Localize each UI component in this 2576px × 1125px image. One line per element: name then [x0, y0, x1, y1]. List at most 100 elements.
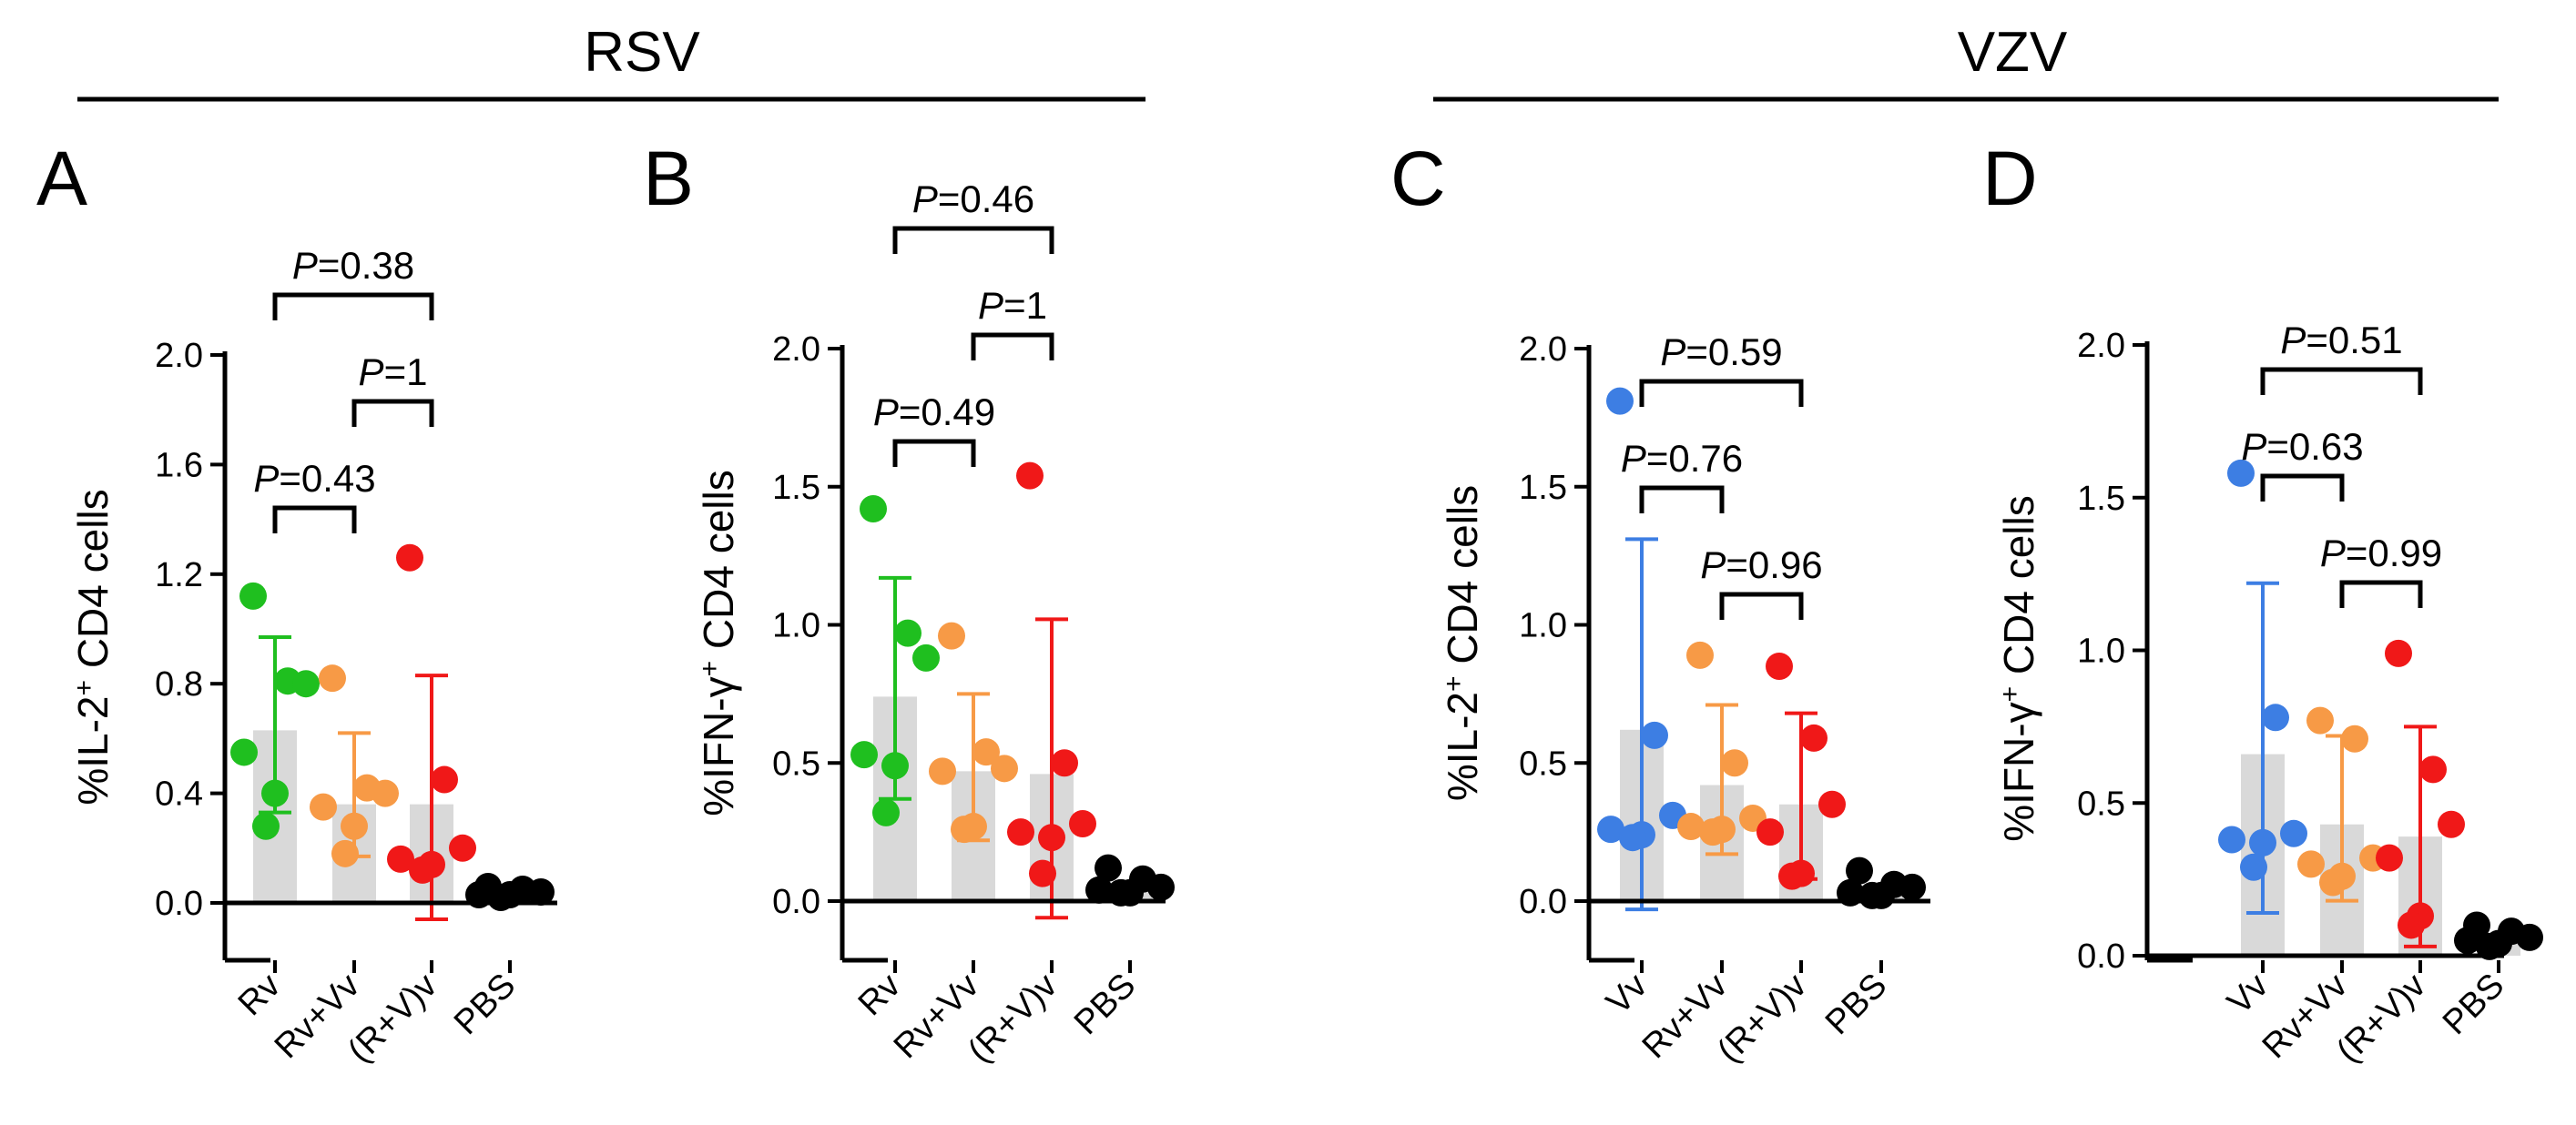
y-tick-label: 0.0	[2077, 938, 2125, 976]
y-tick-label: 0.5	[2077, 785, 2125, 823]
data-point	[1721, 749, 1748, 777]
x-category-label: (R+V)v	[2329, 967, 2433, 1070]
significance-bracket	[351, 399, 434, 427]
p-value-label: P=1	[359, 350, 428, 393]
significance-bracket	[1639, 485, 1725, 513]
y-axis-label: %IL-2+ CD4 cells	[69, 489, 117, 805]
y-axis-label: %IFN-γ+ CD4 cells	[1995, 495, 2043, 841]
data-point	[2306, 706, 2334, 735]
significance-bracket	[1719, 592, 1804, 620]
x-category-label: PBS	[1067, 967, 1143, 1042]
data-point	[1069, 810, 1096, 838]
panel-letter: C	[1390, 136, 1446, 221]
data-point	[2262, 704, 2289, 732]
data-point	[1029, 859, 1056, 887]
significance-bracket	[2260, 473, 2345, 502]
data-point	[2398, 911, 2425, 939]
data-point	[1007, 818, 1034, 846]
data-point	[1016, 461, 1044, 490]
data-point	[1858, 881, 1886, 909]
data-point	[1899, 873, 1926, 901]
data-point	[261, 779, 289, 807]
significance-bracket	[272, 292, 434, 320]
data-point	[1800, 724, 1828, 752]
data-point	[1818, 790, 1846, 818]
data-point	[1606, 387, 1634, 415]
data-point	[2376, 844, 2403, 872]
data-point	[1766, 653, 1793, 681]
y-tick-label: 1.0	[2077, 633, 2125, 671]
data-point	[894, 619, 921, 647]
y-tick-label: 1.6	[155, 446, 203, 484]
x-category-label: (R+V)v	[1710, 967, 1814, 1070]
data-point	[1619, 824, 1646, 852]
data-point	[1085, 876, 1113, 904]
data-point	[1778, 862, 1806, 890]
group-title-rsv: RSV	[584, 21, 700, 84]
x-category-label: PBS	[447, 967, 523, 1042]
p-value-label: P=0.43	[253, 457, 375, 500]
data-point	[881, 752, 909, 780]
data-point	[2280, 819, 2307, 847]
y-tick-label: 0.0	[772, 883, 820, 921]
p-value-label: P=0.76	[1621, 437, 1743, 480]
data-point	[1051, 749, 1078, 777]
panel-letter: B	[643, 136, 694, 221]
data-point	[449, 834, 476, 862]
significance-bracket	[892, 439, 976, 467]
data-point	[972, 738, 1000, 766]
p-value-label: P=0.96	[1700, 543, 1822, 586]
y-tick-label: 0.4	[155, 775, 203, 814]
significance-bracket	[971, 332, 1054, 360]
data-point	[1038, 824, 1065, 852]
data-point	[912, 644, 940, 672]
data-point	[2218, 826, 2245, 854]
y-tick-label: 2.0	[772, 330, 820, 369]
p-value-label: P=0.49	[873, 390, 995, 433]
group-header-vzv: VZV	[1433, 21, 2499, 102]
data-point	[1699, 818, 1726, 846]
significance-bracket	[2339, 580, 2423, 608]
data-point	[2240, 853, 2267, 881]
data-point	[2385, 639, 2412, 667]
data-point	[239, 582, 267, 610]
data-point	[2319, 868, 2347, 897]
y-tick-label: 1.2	[155, 556, 203, 594]
x-category-label: Vv	[1599, 967, 1655, 1022]
y-tick-label: 0.0	[1519, 883, 1567, 921]
panel-letter: A	[36, 136, 87, 221]
data-point	[1686, 641, 1714, 669]
data-point	[1756, 818, 1784, 846]
x-category-label: (R+V)v	[341, 967, 444, 1070]
group-header-rsv: RSV	[77, 21, 1145, 102]
p-value-label: P=0.63	[2241, 425, 2363, 468]
y-axis-label: %IFN-γ+ CD4 cells	[695, 470, 743, 816]
data-point	[2249, 828, 2276, 856]
data-point	[1597, 816, 1624, 844]
data-point	[310, 793, 337, 821]
data-point	[2476, 932, 2503, 960]
x-category-label: (R+V)v	[961, 967, 1064, 1070]
data-point	[372, 779, 399, 807]
data-point	[230, 738, 258, 766]
data-point	[252, 812, 280, 840]
data-point	[341, 812, 368, 840]
data-point	[951, 816, 978, 844]
data-point	[331, 839, 359, 867]
y-axis-label: %IL-2+ CD4 cells	[1439, 485, 1487, 801]
data-point	[1677, 813, 1705, 841]
y-tick-label: 0.5	[1519, 745, 1567, 783]
significance-bracket	[272, 505, 357, 533]
data-point	[409, 856, 436, 884]
significance-bracket	[2260, 367, 2423, 395]
data-point	[860, 495, 887, 523]
x-category-label: Rv	[851, 967, 909, 1024]
data-point	[991, 755, 1018, 783]
data-point	[2516, 923, 2543, 951]
y-tick-label: 1.0	[772, 607, 820, 645]
significance-bracket	[1639, 379, 1804, 407]
